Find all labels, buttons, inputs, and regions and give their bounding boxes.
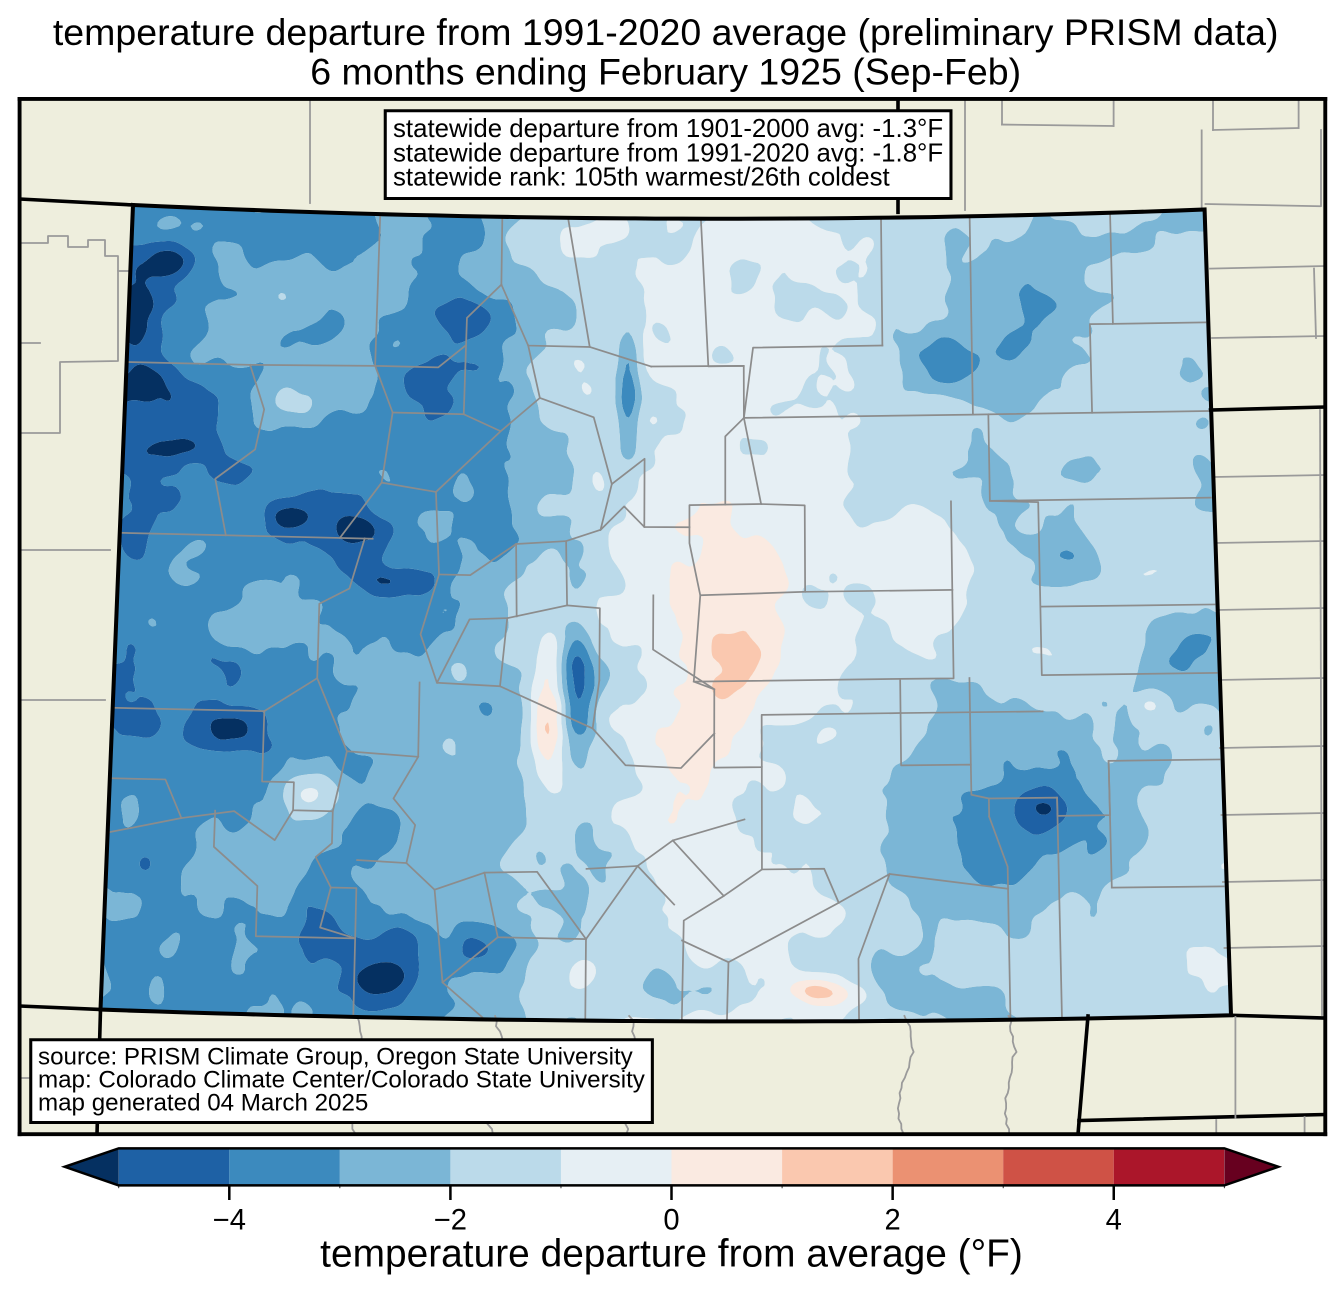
- svg-text:statewide rank: 105th warmest/: statewide rank: 105th warmest/26th colde…: [393, 163, 890, 191]
- svg-text:temperature departure from ave: temperature departure from average (°F): [320, 1233, 1023, 1276]
- svg-text:−2: −2: [434, 1204, 467, 1236]
- svg-text:0: 0: [663, 1204, 679, 1236]
- svg-text:temperature departure from 199: temperature departure from 1991-2020 ave…: [53, 11, 1279, 53]
- svg-text:statewide departure from 1901-: statewide departure from 1901-2000 avg: …: [393, 115, 943, 143]
- svg-text:map generated 04 March 2025: map generated 04 March 2025: [38, 1089, 368, 1116]
- svg-text:4: 4: [1106, 1204, 1122, 1236]
- svg-text:2: 2: [885, 1204, 901, 1236]
- svg-text:−4: −4: [213, 1204, 246, 1236]
- svg-text:statewide departure from 1991-: statewide departure from 1991-2020 avg: …: [393, 139, 943, 167]
- svg-text:6 months ending February 1925: 6 months ending February 1925 (Sep-Feb): [310, 51, 1021, 93]
- svg-text:map: Colorado Climate Center/C: map: Colorado Climate Center/Colorado St…: [38, 1066, 646, 1093]
- svg-text:source: PRISM Climate Group, O: source: PRISM Climate Group, Oregon Stat…: [38, 1043, 634, 1070]
